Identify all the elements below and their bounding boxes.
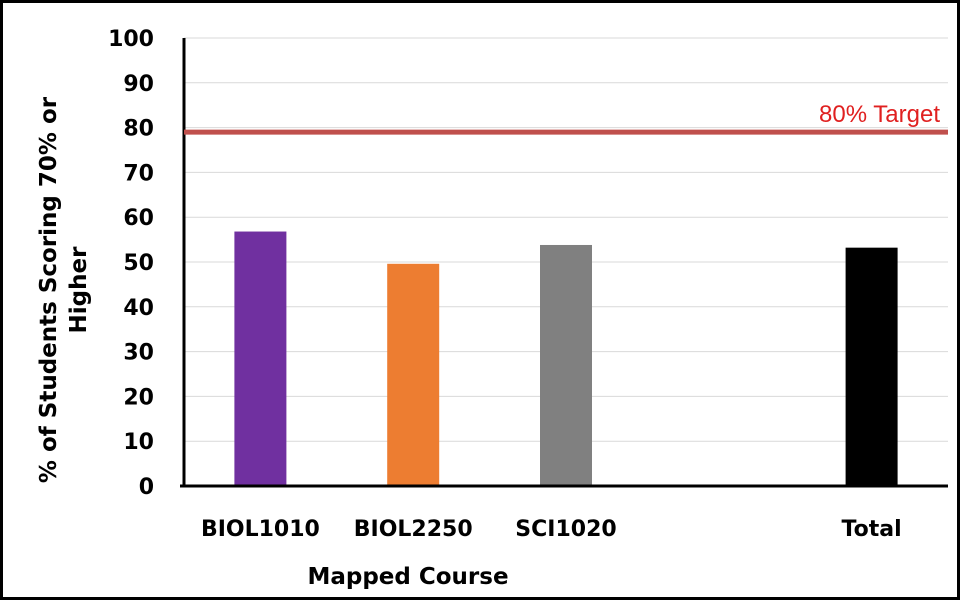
axes <box>180 38 948 488</box>
x-axis-title: Mapped Course <box>307 564 508 590</box>
bars <box>234 231 898 486</box>
bar <box>845 247 898 486</box>
y-tick-label: 30 <box>123 341 154 366</box>
bar <box>387 263 440 486</box>
y-axis-title: % of Students Scoring 70% or Higher <box>36 96 92 483</box>
y-tick-label: 100 <box>108 27 154 52</box>
target-label: 80% Target <box>819 101 940 128</box>
x-tick-label: Total <box>842 517 902 542</box>
bar <box>540 244 592 486</box>
y-axis-title-line-1: % of Students Scoring 70% or <box>36 96 62 483</box>
y-tick-label: 90 <box>123 72 154 97</box>
y-tick-label: 40 <box>123 296 154 321</box>
y-tick-label: 70 <box>123 161 154 186</box>
y-tick-label: 20 <box>123 385 154 410</box>
y-tick-label: 50 <box>123 251 154 276</box>
x-tick-label: BIOL1010 <box>201 517 320 542</box>
target-line-group: 80% Target <box>184 101 948 135</box>
x-tick-labels: BIOL1010 BIOL2250 SCI1020 Total <box>201 517 902 542</box>
x-tick-label: BIOL2250 <box>354 517 473 542</box>
y-tick-label: 80 <box>123 117 154 142</box>
y-tick-label: 10 <box>123 430 154 455</box>
y-tick-label: 0 <box>139 475 154 500</box>
y-tick-label: 60 <box>123 206 154 231</box>
gridlines <box>184 37 948 442</box>
y-axis-title-line-2: Higher <box>66 246 92 334</box>
x-tick-label: SCI1020 <box>515 517 616 542</box>
y-tick-labels: 0 10 20 30 40 50 60 70 80 90 100 <box>108 27 154 500</box>
bar <box>234 231 287 486</box>
